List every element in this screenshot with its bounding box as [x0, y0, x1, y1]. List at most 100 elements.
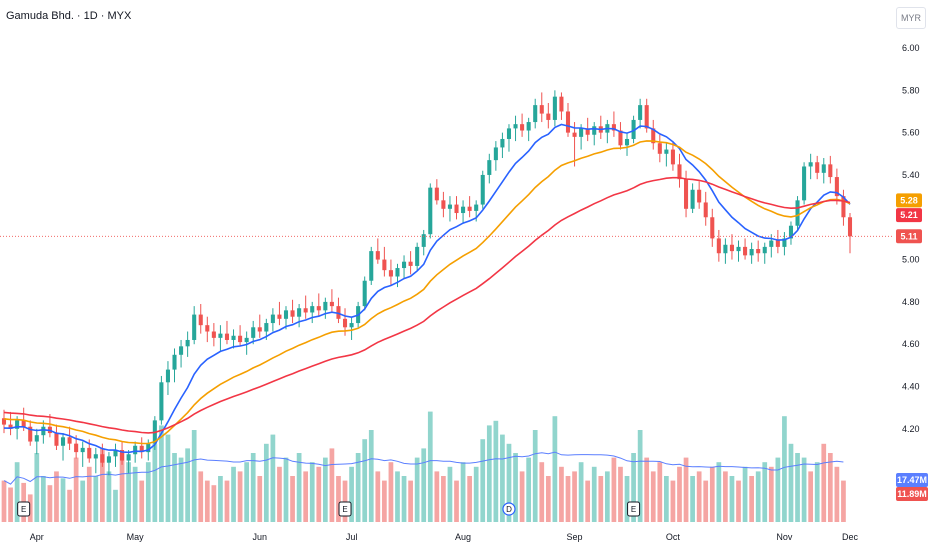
candle-body — [60, 437, 66, 446]
candle-body — [474, 204, 479, 211]
volume-bar — [244, 462, 250, 522]
dividend-marker[interactable]: D — [502, 502, 516, 516]
candle-body — [297, 308, 302, 317]
candle-body — [729, 244, 734, 252]
volume-bar — [427, 411, 433, 522]
candle-body — [382, 259, 387, 271]
candle-body — [41, 426, 46, 436]
candle-body — [428, 187, 433, 235]
volume-bar — [677, 466, 682, 522]
volume-bar — [106, 471, 112, 522]
axis-layer: 6.005.805.605.405.205.004.804.604.404.20… — [0, 43, 920, 542]
volume-bar — [493, 420, 499, 522]
candle-body — [146, 443, 151, 453]
candle-body — [834, 177, 839, 197]
candle-body — [795, 200, 800, 226]
volume-bar — [342, 480, 348, 522]
candle-body — [821, 164, 826, 173]
ma-mid-line — [3, 140, 851, 445]
volume-bar — [277, 466, 282, 522]
volume-bar — [395, 471, 400, 522]
volume-bar — [552, 416, 558, 522]
candle-body — [218, 333, 223, 338]
volume-bar — [637, 430, 643, 522]
candle-body — [546, 113, 551, 120]
candle-body — [552, 96, 557, 120]
candle-body — [493, 147, 498, 161]
volume-bar — [591, 466, 597, 522]
candle-body — [631, 119, 636, 139]
volume-bar — [54, 471, 59, 522]
volume-bar — [657, 462, 663, 522]
volume-bar — [486, 425, 492, 522]
volume-bar — [559, 466, 564, 522]
volume-bar — [198, 471, 204, 522]
volume-bar — [152, 443, 158, 522]
candle-body — [520, 124, 525, 131]
earnings-marker[interactable]: E — [17, 501, 31, 517]
candle-body — [224, 333, 230, 340]
volume-bar — [578, 462, 584, 522]
candle-body — [651, 128, 656, 144]
candle-body — [159, 382, 164, 421]
volume-bar — [349, 466, 354, 522]
candle-body — [28, 426, 33, 442]
x-tick-label: Jun — [253, 532, 268, 542]
candle-body — [756, 249, 761, 254]
volume-bar — [178, 457, 184, 522]
svg-text:11.89M: 11.89M — [897, 489, 927, 499]
candle-body — [67, 437, 72, 444]
svg-text:5.21: 5.21 — [900, 210, 918, 220]
volume-bar — [145, 462, 151, 522]
candle-body — [539, 105, 544, 114]
currency-button[interactable]: MYR — [896, 7, 926, 29]
volume-bar — [303, 471, 309, 522]
svg-text:D: D — [506, 505, 512, 514]
candle-body — [15, 420, 20, 429]
volume-bar — [113, 489, 118, 522]
candle-body — [467, 206, 472, 211]
price-badge-ma-slow: 5.21 — [896, 208, 922, 223]
volume-bar — [27, 494, 33, 522]
earnings-marker[interactable]: E — [338, 501, 352, 517]
candle-body — [395, 268, 400, 277]
volume-bar — [322, 457, 328, 522]
volume-bar — [47, 485, 53, 522]
volume-badge-last-volume: 11.89M — [896, 487, 928, 501]
candle-body — [677, 164, 682, 180]
volume-bar — [814, 462, 820, 522]
candle-body — [106, 456, 111, 463]
candle-body — [303, 308, 308, 313]
volume-bar — [185, 448, 190, 522]
candle-body — [743, 246, 748, 256]
volume-bar — [414, 457, 420, 522]
candle-body — [808, 162, 813, 167]
candle-body — [454, 204, 459, 214]
candle-body — [421, 234, 426, 247]
volume-bar — [336, 476, 341, 522]
volume-bar — [362, 439, 368, 522]
candle-body — [788, 225, 794, 239]
volume-bar — [460, 462, 466, 522]
candle-body — [369, 251, 374, 281]
candle-body — [513, 124, 518, 129]
candle-body — [231, 335, 236, 340]
volume-bar — [250, 453, 256, 522]
x-tick-label: Jul — [346, 532, 358, 542]
candle-body — [762, 246, 767, 254]
candle-body — [716, 238, 721, 254]
candle-body — [415, 246, 420, 266]
candle-body — [362, 280, 367, 307]
candle-body — [120, 450, 125, 461]
earnings-marker[interactable]: E — [627, 501, 641, 517]
volume-bar — [1, 480, 7, 522]
candle-body — [723, 244, 728, 254]
x-tick-label: Aug — [455, 532, 471, 542]
candle-body — [775, 240, 780, 247]
svg-text:5.11: 5.11 — [900, 231, 917, 241]
volume-bar — [618, 466, 623, 522]
candle-body — [480, 174, 485, 205]
volume-bar — [34, 453, 40, 522]
candle-body — [408, 261, 413, 266]
